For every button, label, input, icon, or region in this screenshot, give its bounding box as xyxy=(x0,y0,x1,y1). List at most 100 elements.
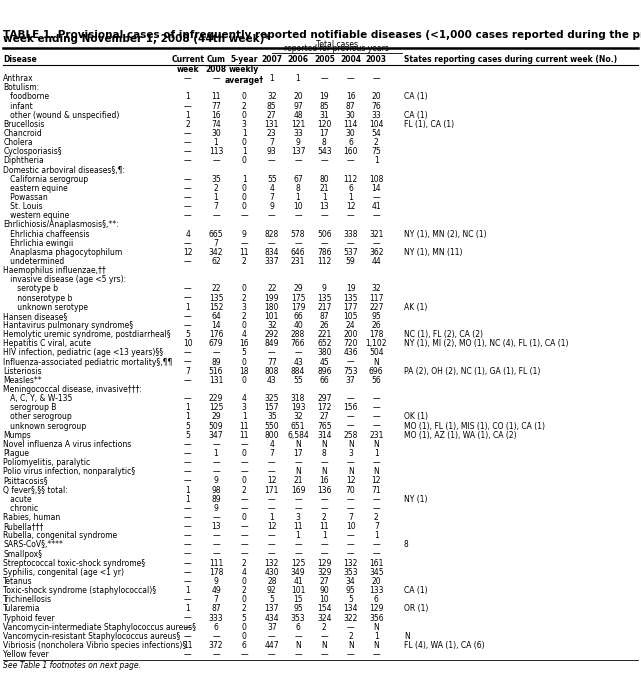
Text: 137: 137 xyxy=(291,147,305,157)
Text: 11: 11 xyxy=(212,93,221,101)
Text: 95: 95 xyxy=(345,586,356,595)
Text: 17: 17 xyxy=(293,449,303,458)
Text: 9: 9 xyxy=(296,138,301,147)
Text: 27: 27 xyxy=(319,413,329,422)
Text: 22: 22 xyxy=(212,285,221,294)
Text: 7: 7 xyxy=(213,239,219,248)
Text: —: — xyxy=(184,175,192,184)
Text: —: — xyxy=(372,494,380,504)
Text: 101: 101 xyxy=(265,312,279,321)
Text: CA (1): CA (1) xyxy=(404,93,428,101)
Text: 10: 10 xyxy=(183,339,193,348)
Text: 646: 646 xyxy=(291,248,305,257)
Text: A, C, Y, & W-135: A, C, Y, & W-135 xyxy=(3,394,72,403)
Text: 800: 800 xyxy=(265,430,279,440)
Text: 9: 9 xyxy=(213,504,219,513)
Text: 120: 120 xyxy=(317,120,331,129)
Text: 12: 12 xyxy=(346,477,355,486)
Text: —: — xyxy=(212,211,220,221)
Text: 1: 1 xyxy=(348,193,353,202)
Text: 17: 17 xyxy=(319,129,329,138)
Text: undetermined: undetermined xyxy=(3,257,65,266)
Text: 1: 1 xyxy=(185,486,190,494)
Text: Vibriosis (noncholera Vibrio species infections)§: Vibriosis (noncholera Vibrio species inf… xyxy=(3,641,187,650)
Text: 89: 89 xyxy=(211,358,221,366)
Text: —: — xyxy=(240,541,248,550)
Text: 1: 1 xyxy=(185,403,190,412)
Text: 27: 27 xyxy=(319,577,329,586)
Text: 157: 157 xyxy=(265,403,279,412)
Text: 49: 49 xyxy=(211,586,221,595)
Text: 504: 504 xyxy=(369,349,383,358)
Text: 20: 20 xyxy=(293,93,303,101)
Text: 177: 177 xyxy=(344,303,358,312)
Text: 322: 322 xyxy=(344,614,358,622)
Text: —: — xyxy=(347,550,354,558)
Text: —: — xyxy=(184,440,192,449)
Text: —: — xyxy=(268,239,276,248)
Text: 766: 766 xyxy=(291,339,305,348)
Text: 231: 231 xyxy=(291,257,305,266)
Text: Plague: Plague xyxy=(3,449,29,458)
Text: —: — xyxy=(184,522,192,531)
Text: 12: 12 xyxy=(267,477,276,486)
Text: 32: 32 xyxy=(267,93,277,101)
Text: 161: 161 xyxy=(369,558,383,568)
Text: Mumps: Mumps xyxy=(3,430,31,440)
Text: Cyclosporiasis§: Cyclosporiasis§ xyxy=(3,147,62,157)
Text: —: — xyxy=(212,513,220,522)
Text: 30: 30 xyxy=(345,129,356,138)
Text: 0: 0 xyxy=(242,321,247,330)
Text: 1: 1 xyxy=(185,93,190,101)
Text: 1: 1 xyxy=(242,129,247,138)
Text: 90: 90 xyxy=(319,586,329,595)
Text: Cholera: Cholera xyxy=(3,138,33,147)
Text: 318: 318 xyxy=(291,394,305,403)
Text: 786: 786 xyxy=(317,248,331,257)
Text: —: — xyxy=(240,504,248,513)
Text: —: — xyxy=(320,157,328,165)
Text: 9: 9 xyxy=(269,202,274,211)
Text: 1: 1 xyxy=(185,111,190,120)
Text: 1: 1 xyxy=(213,138,219,147)
Text: 2006: 2006 xyxy=(288,55,308,64)
Text: —: — xyxy=(212,458,220,467)
Text: —: — xyxy=(268,650,276,659)
Text: See Table 1 footnotes on next page.: See Table 1 footnotes on next page. xyxy=(3,661,141,670)
Text: 15: 15 xyxy=(293,595,303,604)
Text: 105: 105 xyxy=(344,312,358,321)
Text: infant: infant xyxy=(3,101,33,110)
Text: 12: 12 xyxy=(346,202,355,211)
Text: 8: 8 xyxy=(296,184,301,193)
Text: 179: 179 xyxy=(291,303,305,312)
Text: MO (1), FL (1), MIS (1), CO (1), CA (1): MO (1), FL (1), MIS (1), CO (1), CA (1) xyxy=(404,422,545,430)
Text: 136: 136 xyxy=(317,486,331,494)
Text: 152: 152 xyxy=(209,303,223,312)
Text: 808: 808 xyxy=(265,366,279,376)
Text: 34: 34 xyxy=(345,577,356,586)
Text: 98: 98 xyxy=(211,486,221,494)
Text: CA (1): CA (1) xyxy=(404,586,428,595)
Text: 132: 132 xyxy=(265,558,279,568)
Text: 0: 0 xyxy=(242,632,247,641)
Text: —: — xyxy=(184,157,192,165)
Text: —: — xyxy=(268,541,276,550)
Text: 14: 14 xyxy=(211,321,221,330)
Text: 35: 35 xyxy=(211,175,221,184)
Text: CA (1): CA (1) xyxy=(404,111,428,120)
Text: 113: 113 xyxy=(209,147,223,157)
Text: 137: 137 xyxy=(265,604,279,614)
Text: —: — xyxy=(347,531,354,540)
Text: 0: 0 xyxy=(242,193,247,202)
Text: 171: 171 xyxy=(265,486,279,494)
Text: 229: 229 xyxy=(209,394,223,403)
Text: 6: 6 xyxy=(242,641,247,650)
Text: —: — xyxy=(184,568,192,577)
Text: 321: 321 xyxy=(369,229,383,238)
Text: 85: 85 xyxy=(267,101,277,110)
Text: —: — xyxy=(240,458,248,467)
Text: 6: 6 xyxy=(348,184,353,193)
Text: —: — xyxy=(212,467,220,476)
Text: 37: 37 xyxy=(345,376,356,385)
Text: 1: 1 xyxy=(242,175,247,184)
